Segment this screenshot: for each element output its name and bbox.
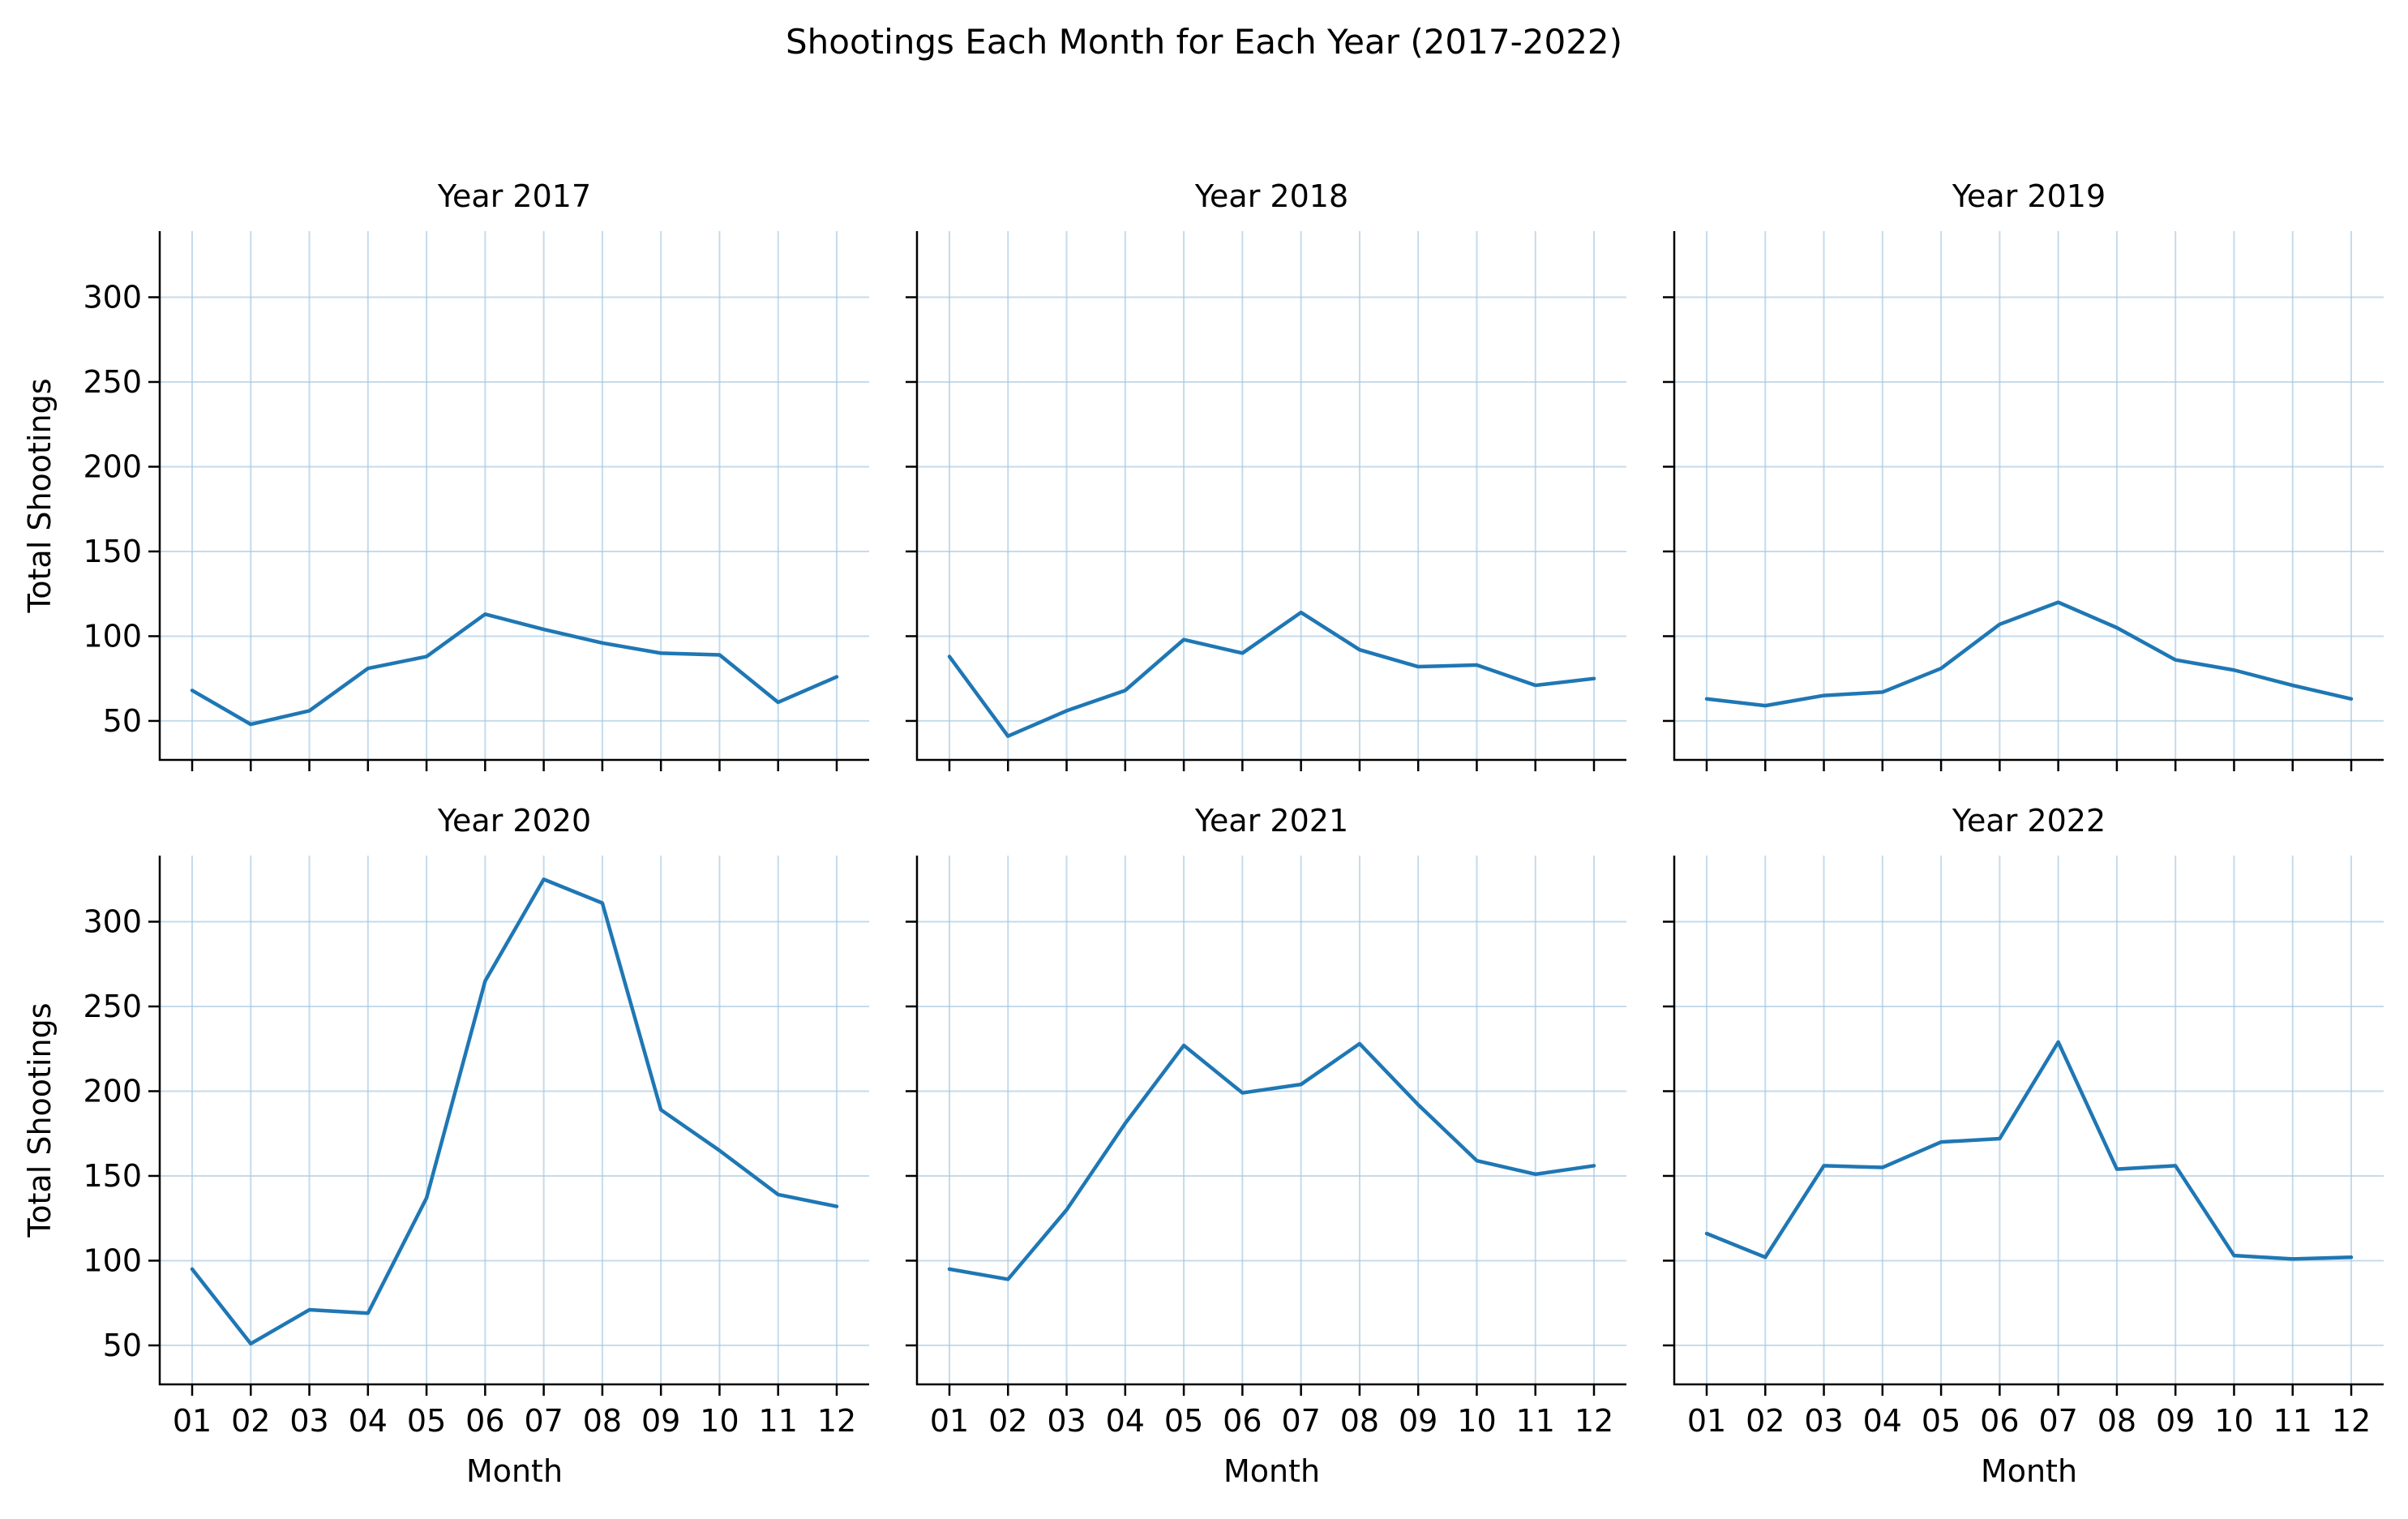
x-tick-label: 03 xyxy=(289,1403,328,1439)
x-tick-label: 01 xyxy=(930,1403,969,1439)
x-axis-label: Month xyxy=(1981,1453,2077,1489)
x-tick-label: 01 xyxy=(1687,1403,1726,1439)
x-tick-label: 07 xyxy=(2038,1403,2077,1439)
x-tick-label: 07 xyxy=(1281,1403,1320,1439)
x-tick-label: 08 xyxy=(583,1403,622,1439)
panel-4: 50 100 150 200 250 300 01 02 03 04 05 06 07 08 09 10 11 1… xyxy=(22,803,869,1489)
x-tick-label: 06 xyxy=(1223,1403,1262,1439)
series-line xyxy=(190,878,839,1346)
x-tick-label: 02 xyxy=(231,1403,270,1439)
y-axis-label: Total Shootings xyxy=(22,379,58,614)
x-tick-label: 11 xyxy=(759,1403,798,1439)
x-tick-label: 10 xyxy=(700,1403,739,1439)
x-tick-label: 12 xyxy=(2332,1403,2371,1439)
x-tick-label: 10 xyxy=(2214,1403,2253,1439)
x-tick-label: 01 xyxy=(173,1403,212,1439)
series-line xyxy=(1704,600,2354,708)
series-line xyxy=(947,610,1596,738)
x-tick-label: 07 xyxy=(524,1403,563,1439)
x-tick-label: 04 xyxy=(1863,1403,1902,1439)
y-tick-label: 150 xyxy=(83,1158,142,1194)
x-tick-label: 09 xyxy=(2156,1403,2195,1439)
x-tick-label: 06 xyxy=(1980,1403,2019,1439)
panel-1: 50 100 150 200 250 300 Year 2017 Total Shooting… xyxy=(22,178,869,771)
x-tick-label: 12 xyxy=(817,1403,856,1439)
panel-title: Year 2018 xyxy=(1194,178,1348,214)
x-tick-label: 03 xyxy=(1804,1403,1843,1439)
x-tick-label: 06 xyxy=(465,1403,504,1439)
y-tick-label: 150 xyxy=(83,534,142,569)
x-tick-label: 09 xyxy=(641,1403,680,1439)
panel-title: Year 2020 xyxy=(437,803,591,839)
panel-title: Year 2022 xyxy=(1952,803,2106,839)
series-line xyxy=(190,612,839,727)
x-tick-label: 02 xyxy=(988,1403,1027,1439)
panel-title: Year 2019 xyxy=(1952,178,2106,214)
x-tick-label: 08 xyxy=(2097,1403,2136,1439)
x-tick-label: 09 xyxy=(1399,1403,1438,1439)
y-tick-label: 200 xyxy=(83,1073,142,1109)
figure-title: Shootings Each Month for Each Year (2017… xyxy=(786,22,1622,62)
y-tick-label: 50 xyxy=(103,703,142,739)
y-tick-label: 100 xyxy=(83,618,142,654)
x-tick-label: 05 xyxy=(407,1403,446,1439)
panel-2: Year 2018 xyxy=(906,178,1626,771)
y-tick-label: 300 xyxy=(83,280,142,315)
x-tick-label: 02 xyxy=(1746,1403,1785,1439)
y-tick-label: 250 xyxy=(83,989,142,1024)
panel-title: Year 2021 xyxy=(1194,803,1348,839)
series-line xyxy=(947,1041,1596,1281)
x-tick-label: 04 xyxy=(349,1403,388,1439)
y-tick-label: 200 xyxy=(83,448,142,484)
x-tick-label: 11 xyxy=(1516,1403,1555,1439)
panel-6: 01 02 03 04 05 06 07 08 09 10 11 12 Year 2022 Month xyxy=(1663,803,2384,1489)
x-tick-label: 08 xyxy=(1340,1403,1379,1439)
panel-3: Year 2019 xyxy=(1663,178,2384,771)
x-tick-label: 03 xyxy=(1047,1403,1086,1439)
x-tick-label: 05 xyxy=(1922,1403,1960,1439)
x-tick-label: 04 xyxy=(1106,1403,1145,1439)
x-tick-label: 10 xyxy=(1457,1403,1496,1439)
x-tick-label: 05 xyxy=(1164,1403,1203,1439)
y-tick-label: 250 xyxy=(83,364,142,400)
x-tick-label: 12 xyxy=(1575,1403,1613,1439)
series-line xyxy=(1704,1040,2354,1261)
panel-5: 01 02 03 04 05 06 07 08 09 10 11 12 Year 2021 Month xyxy=(906,803,1626,1489)
y-tick-label: 50 xyxy=(103,1328,142,1363)
x-tick-label: 11 xyxy=(2273,1403,2312,1439)
x-axis-label: Month xyxy=(1223,1453,1320,1489)
y-tick-label: 300 xyxy=(83,904,142,940)
panel-title: Year 2017 xyxy=(437,178,591,214)
x-axis-label: Month xyxy=(466,1453,563,1489)
y-axis-label: Total Shootings xyxy=(22,1003,58,1238)
y-tick-label: 100 xyxy=(83,1242,142,1278)
